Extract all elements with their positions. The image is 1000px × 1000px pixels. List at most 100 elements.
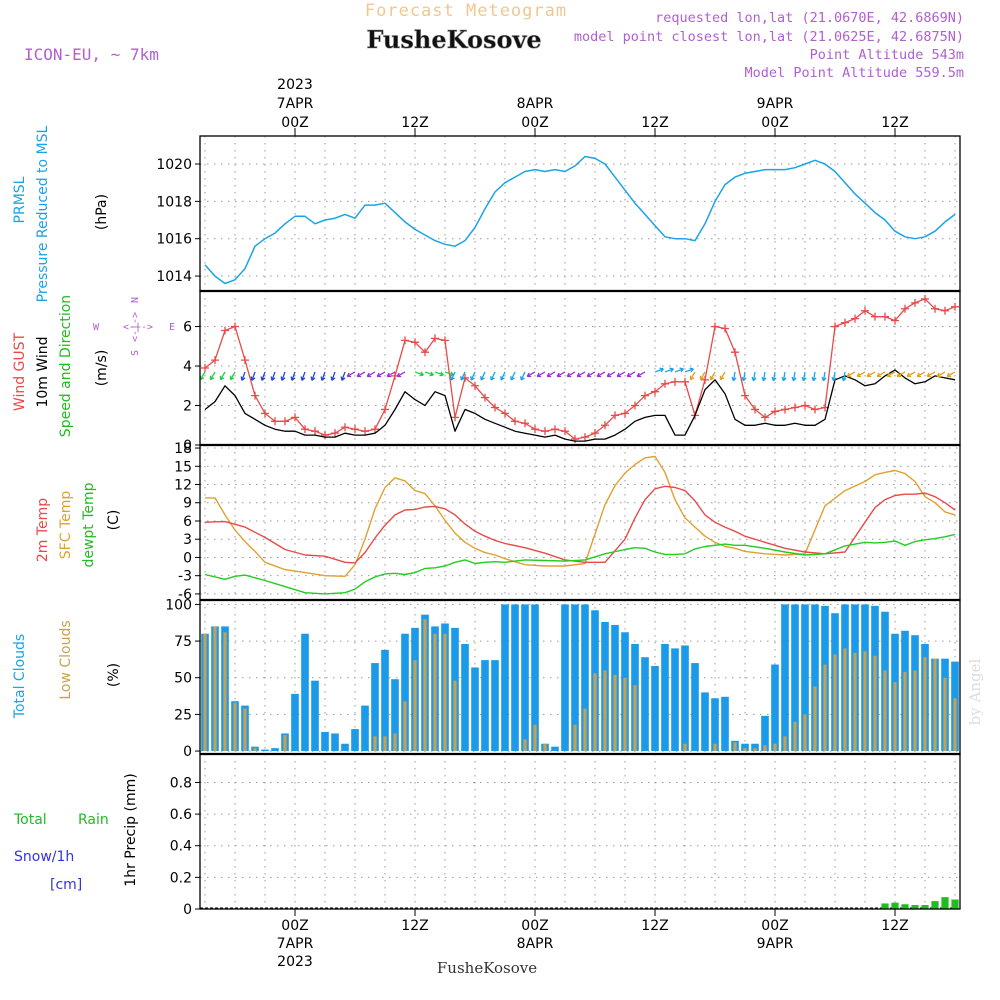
header-point-altitude: Point Altitude 543m bbox=[810, 47, 964, 63]
gust-marker bbox=[771, 407, 779, 416]
gust-marker bbox=[471, 381, 479, 390]
y-tick-label: 1020 bbox=[156, 157, 192, 173]
wind-direction-arrow bbox=[240, 371, 246, 381]
y-tick-label: 6 bbox=[183, 320, 192, 336]
compass-s: S bbox=[130, 350, 141, 356]
wind-direction-arrow bbox=[566, 371, 576, 378]
bar-low-clouds bbox=[443, 633, 447, 752]
bar-low-clouds bbox=[383, 736, 387, 752]
bar-low-clouds bbox=[243, 708, 247, 752]
wind-direction-arrow bbox=[250, 371, 256, 381]
panel-frame bbox=[199, 135, 961, 292]
label-sfc-temp: SFC Temp bbox=[58, 491, 74, 560]
wind-direction-arrow bbox=[916, 371, 926, 378]
wind-direction-arrow bbox=[719, 371, 726, 381]
footer-location: FusheKosove bbox=[437, 959, 537, 977]
y-tick-label: 15 bbox=[174, 459, 192, 475]
wind-direction-arrow bbox=[346, 371, 356, 378]
x-tick-label-bottom: 00Z bbox=[281, 918, 308, 934]
bar-total-clouds bbox=[331, 733, 339, 752]
bar-total-clouds bbox=[321, 732, 329, 752]
label-total: Total bbox=[13, 812, 47, 828]
bar-low-clouds bbox=[853, 652, 857, 752]
bar-low-clouds bbox=[583, 708, 587, 752]
gust-marker bbox=[841, 318, 849, 327]
wind-direction-arrow bbox=[751, 371, 757, 382]
gust-marker bbox=[431, 334, 439, 343]
wind-direction-arrow bbox=[946, 371, 956, 378]
gust-marker bbox=[651, 387, 659, 396]
bar-total-clouds bbox=[261, 749, 269, 752]
y-tick-label: 25 bbox=[174, 707, 192, 723]
gust-marker bbox=[761, 413, 769, 422]
bar-low-clouds bbox=[713, 743, 717, 752]
wind-direction-arrow bbox=[781, 371, 787, 382]
x-tick-label-bottom: 00Z bbox=[521, 918, 548, 934]
y-tick-label: 0.2 bbox=[170, 870, 192, 886]
wind-direction-arrow bbox=[606, 371, 616, 378]
wind-direction-arrow bbox=[636, 371, 646, 378]
bar-low-clouds bbox=[753, 748, 757, 752]
bar-low-clouds bbox=[423, 619, 427, 752]
y-tick-label: 0 bbox=[183, 902, 192, 918]
bar-total-rain bbox=[911, 905, 919, 909]
wind-direction-arrow bbox=[771, 371, 777, 382]
wind-direction-arrow bbox=[330, 371, 336, 381]
bar-low-clouds bbox=[763, 745, 767, 752]
label-ms: (m/s) bbox=[94, 350, 110, 387]
bar-low-clouds bbox=[533, 724, 537, 752]
gust-marker bbox=[351, 425, 359, 434]
bar-low-clouds bbox=[813, 686, 817, 752]
gust-marker bbox=[921, 294, 929, 303]
gust-marker bbox=[911, 298, 919, 307]
gust-marker bbox=[441, 336, 449, 345]
label-percent: (%) bbox=[106, 663, 122, 687]
x-tick-label-top: 12Z bbox=[641, 115, 668, 131]
wind-direction-arrow bbox=[866, 371, 876, 378]
gust-marker bbox=[251, 391, 259, 400]
gust-marker bbox=[291, 413, 299, 422]
bar-low-clouds bbox=[823, 664, 827, 752]
series-line-10m-wind bbox=[204, 369, 956, 442]
bar-total-clouds bbox=[381, 649, 389, 752]
gust-marker bbox=[211, 356, 219, 365]
gust-marker bbox=[791, 403, 799, 412]
gust-marker bbox=[261, 409, 269, 418]
x-tick-label-top: 00Z bbox=[281, 115, 308, 131]
y-tick-label: 0 bbox=[183, 438, 192, 454]
gust-marker bbox=[641, 391, 649, 400]
bar-total-clouds bbox=[561, 604, 569, 752]
bar-total-clouds bbox=[391, 679, 399, 752]
wind-direction-arrow bbox=[260, 371, 266, 381]
x-tick-label-bottom: 00Z bbox=[761, 918, 788, 934]
label-snow: Snow/1h bbox=[14, 849, 74, 865]
bar-total-clouds bbox=[361, 705, 369, 752]
y-tick-label: 100 bbox=[165, 597, 192, 613]
bar-total-clouds bbox=[291, 693, 299, 752]
wind-direction-arrow bbox=[731, 371, 737, 382]
label-2m-temp: 2m Temp bbox=[35, 498, 51, 562]
wind-direction-arrow bbox=[290, 371, 296, 381]
bar-total-clouds bbox=[371, 663, 379, 752]
label-rain: Rain bbox=[78, 812, 109, 828]
gust-marker bbox=[231, 322, 239, 331]
bar-total-clouds bbox=[771, 664, 779, 752]
compass-n: N bbox=[130, 297, 141, 303]
wind-direction-arrow bbox=[596, 371, 606, 378]
tick-labels-layer: 10141016101810200246-6-30369121518025507… bbox=[156, 157, 192, 918]
label-prmsl: PRMSL bbox=[12, 176, 28, 223]
bar-low-clouds bbox=[223, 632, 227, 752]
gust-marker bbox=[951, 302, 959, 311]
gust-marker bbox=[881, 312, 889, 321]
wind-direction-arrow bbox=[709, 371, 716, 381]
gust-marker bbox=[301, 425, 309, 434]
bar-low-clouds bbox=[603, 670, 607, 752]
gust-marker bbox=[701, 375, 709, 384]
bar-total-clouds bbox=[521, 604, 529, 752]
bar-low-clouds bbox=[733, 742, 737, 752]
bar-total-rain bbox=[921, 905, 929, 909]
y-tick-label: -3 bbox=[178, 569, 192, 585]
gust-marker bbox=[871, 312, 879, 321]
y-tick-label: 0 bbox=[183, 744, 192, 760]
wind-direction-arrow bbox=[906, 371, 916, 378]
